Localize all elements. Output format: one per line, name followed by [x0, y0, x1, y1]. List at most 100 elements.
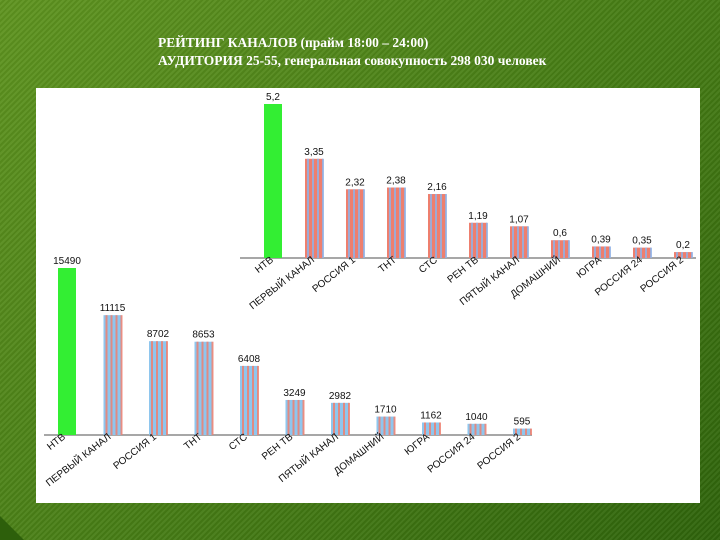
audience-bar-stripe-3	[161, 341, 163, 435]
rating-bar-stripe-6	[481, 222, 483, 258]
rating-bar-stripe-3	[363, 189, 365, 258]
audience-bar-stripe-8	[378, 416, 381, 435]
rating-bar-stripe-8	[558, 240, 560, 258]
audience-value-label-7: 2982	[329, 391, 352, 402]
audience-bar-stripe-3	[166, 341, 168, 435]
rating-bar-stripe-5	[445, 194, 447, 258]
rating-bar-stripe-10	[635, 247, 637, 258]
rating-category-label-6: РЕН ТВ	[446, 254, 481, 285]
rating-bar-stripe-10	[640, 247, 642, 258]
rating-category-label-2: ПЕРВЫЙ КАНАЛ	[246, 253, 316, 312]
audience-bar-stripe-8	[383, 416, 386, 435]
audience-bar-stripe-10	[479, 423, 482, 435]
rating-bar-stripe-10	[650, 247, 652, 258]
audience-value-label-11: 595	[514, 417, 531, 428]
audience-category-label-6: РЕН ТВ	[260, 431, 295, 462]
audience-bar-stripe-3	[151, 341, 153, 435]
audience-bar-stripe-4	[201, 341, 204, 435]
audience-bar-stripe-10	[484, 423, 487, 435]
rating-category-label-3: РОССИЯ 1	[311, 254, 359, 295]
audience-bar-stripe-5	[257, 365, 259, 435]
audience-bar-stripe-8	[388, 416, 391, 435]
rating-value-label-9: 0,39	[591, 234, 611, 245]
rating-bar-stripe-2	[317, 158, 319, 258]
slide-corner-decoration	[0, 516, 24, 540]
audience-category-label-10: РОССИЯ 24	[426, 431, 478, 475]
rating-bar-stripe-2	[312, 158, 314, 258]
header-title: РЕЙТИНГ КАНАЛОВ (прайм 18:00 – 24:00)	[158, 35, 429, 50]
rating-value-label-5: 2,16	[427, 182, 447, 193]
rating-bar-stripe-6	[471, 222, 473, 258]
audience-bar-stripe-2	[115, 315, 118, 435]
audience-bar-stripe-2	[120, 315, 123, 435]
audience-bar-stripe-7	[338, 402, 340, 435]
audience-bar-stripe-4	[211, 341, 214, 435]
rating-bar-stripe-7	[512, 226, 514, 258]
audience-value-label-4: 8653	[192, 330, 215, 341]
audience-bar-stripe-4	[206, 341, 209, 435]
rating-bar-stripe-4	[394, 187, 396, 258]
audience-bar-stripe-5	[252, 365, 254, 435]
audience-bar-stripe-11	[520, 428, 522, 435]
audience-category-label-8: ДОМАШНИЙ	[331, 430, 387, 477]
rating-bar-stripe-2	[307, 158, 309, 258]
rating-bar-stripe-4	[389, 187, 391, 258]
rating-bar-stripe-5	[430, 194, 432, 258]
audience-bar-stripe-6	[297, 399, 300, 435]
slide-header: РЕЙТИНГ КАНАЛОВ (прайм 18:00 – 24:00) АУ…	[158, 34, 546, 70]
audience-bar-stripe-11	[525, 428, 527, 435]
rating-bar-stripe-8	[553, 240, 555, 258]
rating-bar-stripe-10	[645, 247, 647, 258]
rating-bar-stripe-2	[322, 158, 324, 258]
audience-value-label-9: 1162	[420, 410, 442, 421]
audience-bar-stripe-6	[302, 399, 305, 435]
rating-value-label-6: 1,19	[468, 211, 488, 222]
rating-bar-1	[264, 104, 282, 258]
audience-value-label-3: 8702	[147, 329, 170, 340]
audience-bar-stripe-8	[393, 416, 396, 435]
rating-bar-stripe-7	[527, 226, 529, 258]
rating-category-label-11: РОССИЯ 2	[639, 254, 687, 295]
rating-bar-stripe-5	[440, 194, 442, 258]
audience-bar-stripe-2	[110, 315, 113, 435]
rating-bar-stripe-4	[399, 187, 401, 258]
audience-value-label-5: 6408	[238, 354, 261, 365]
audience-bar-stripe-10	[474, 423, 477, 435]
audience-bar-stripe-11	[515, 428, 517, 435]
audience-bar-stripe-3	[156, 341, 158, 435]
rating-value-label-10: 0,35	[632, 236, 652, 247]
rating-value-label-4: 2,38	[386, 176, 406, 187]
audience-bar-stripe-9	[429, 422, 431, 435]
rating-bar-stripe-8	[568, 240, 570, 258]
audience-bar-stripe-7	[333, 402, 335, 435]
rating-value-label-1: 5,2	[266, 92, 280, 103]
rating-bar-stripe-7	[522, 226, 524, 258]
rating-bar-stripe-9	[599, 246, 601, 258]
chart-panel: 5,2 НТВ 3,35 ПЕРВЫЙ КАНАЛ 2,32 РОССИЯ 1 2,38 ТН…	[36, 88, 700, 503]
audience-bar-1	[58, 268, 76, 435]
audience-value-label-10: 1040	[465, 412, 488, 423]
rating-value-label-11: 0,2	[676, 240, 690, 251]
rating-bar-stripe-6	[476, 222, 478, 258]
rating-bar-stripe-11	[676, 252, 678, 258]
audience-bar-stripe-6	[287, 399, 290, 435]
audience-bar-stripe-5	[242, 365, 244, 435]
audience-value-label-6: 3249	[283, 388, 306, 399]
rating-bar-stripe-7	[517, 226, 519, 258]
rating-bar-stripe-5	[435, 194, 437, 258]
audience-bar-stripe-9	[424, 422, 426, 435]
rating-value-label-3: 2,32	[345, 177, 365, 188]
rating-bar-stripe-4	[404, 187, 406, 258]
rating-bar-stripe-11	[686, 252, 688, 258]
rating-bar-stripe-6	[486, 222, 488, 258]
rating-value-label-2: 3,35	[304, 147, 324, 158]
rating-bar-stripe-9	[604, 246, 606, 258]
audience-bar-stripe-2	[105, 315, 108, 435]
rating-bar-stripe-9	[609, 246, 611, 258]
rating-bar-stripe-3	[348, 189, 350, 258]
audience-bar-stripe-5	[247, 365, 249, 435]
audience-bar-stripe-6	[292, 399, 295, 435]
header-subtitle: АУДИТОРИЯ 25-55, генеральная совокупност…	[158, 53, 547, 68]
audience-value-label-1: 15490	[53, 256, 81, 267]
audience-value-label-8: 1710	[374, 405, 397, 416]
